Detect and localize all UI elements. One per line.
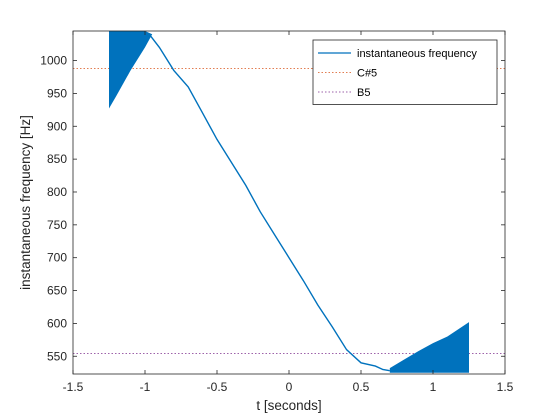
x-tick-label: -1.5 — [63, 380, 84, 394]
legend-entry-label: B5 — [357, 87, 370, 99]
y-tick-label: 950 — [47, 86, 67, 100]
x-axis: -1.5 -1 -0.5 0 0.5 1 1.5 — [63, 31, 514, 394]
y-tick-label: 900 — [47, 119, 67, 133]
x-tick-label: 1 — [430, 380, 437, 394]
x-tick-label: 0 — [286, 380, 293, 394]
y-tick-label: 600 — [47, 316, 67, 330]
legend-entry-label: C#5 — [357, 68, 377, 80]
series-line-instantaneous-frequency — [148, 33, 390, 372]
y-tick-label: 550 — [47, 349, 67, 363]
y-tick-label: 700 — [47, 251, 67, 265]
legend[interactable]: instantaneous frequency C#5 B5 — [312, 39, 498, 105]
legend-entry-label: instantaneous frequency — [357, 48, 477, 60]
y-tick-label: 800 — [47, 185, 67, 199]
y-axis-label: instantaneous frequency [Hz] — [18, 115, 33, 290]
series-oscillation-right — [389, 322, 469, 373]
y-tick-label: 850 — [47, 152, 67, 166]
x-axis-label: t [seconds] — [256, 398, 321, 413]
y-tick-label: 1000 — [40, 54, 67, 68]
x-tick-label: -1 — [140, 380, 151, 394]
x-tick-label: 1.5 — [497, 380, 514, 394]
x-tick-label: 0.5 — [353, 380, 370, 394]
y-tick-label: 650 — [47, 284, 67, 298]
x-tick-label: -0.5 — [207, 380, 228, 394]
series-oscillation-left — [109, 31, 153, 109]
y-axis: 550 600 650 700 750 800 850 900 950 1000 — [40, 54, 505, 363]
series-layer — [109, 31, 469, 373]
y-tick-label: 750 — [47, 218, 67, 232]
